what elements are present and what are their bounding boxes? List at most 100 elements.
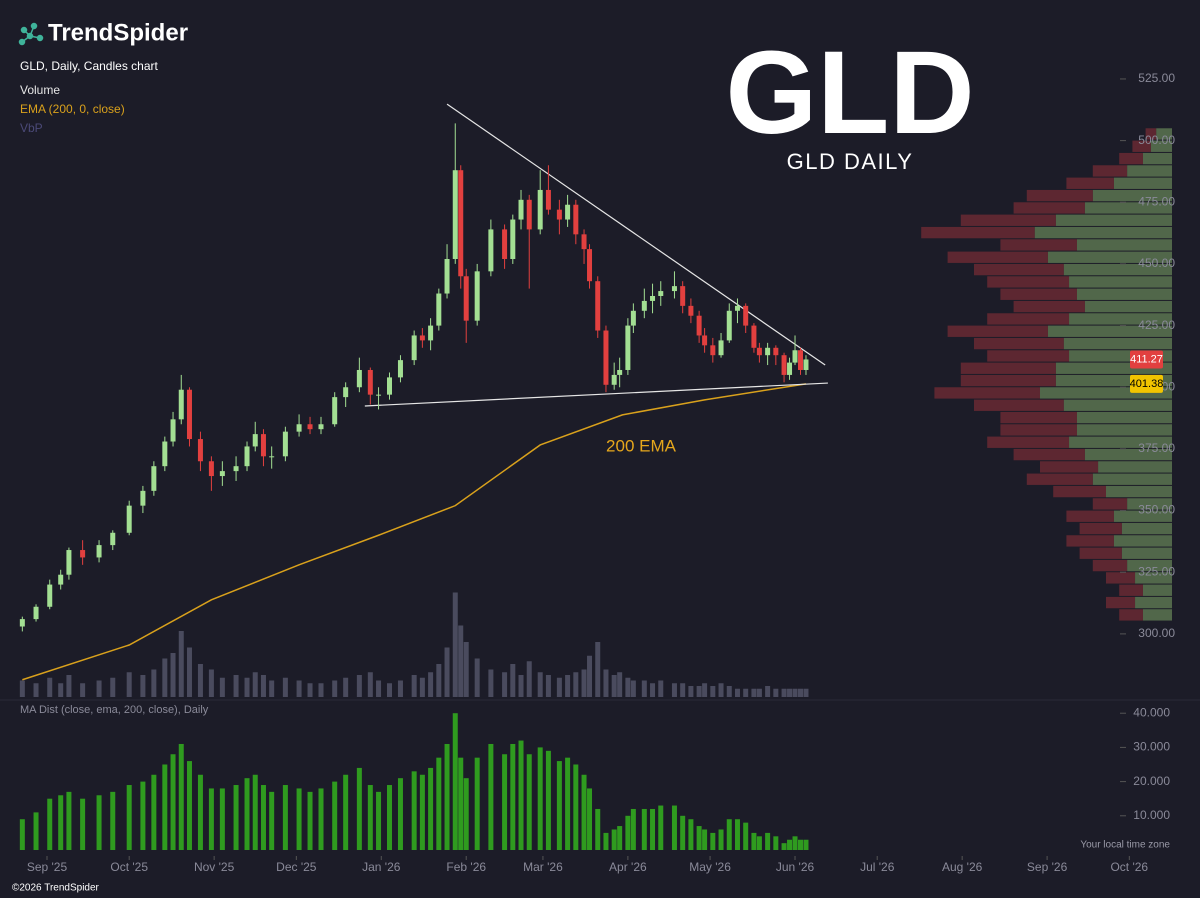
ma-dist-bar [787,839,793,850]
candle-body [47,584,53,607]
x-tick-label: Mar '26 [523,860,563,874]
volume-bar [170,653,176,697]
candle-body [444,258,450,294]
trendline [446,103,826,366]
vbp-down [1092,498,1128,510]
volume-bar [696,686,702,697]
ma-dist-bar [387,785,392,850]
candle-body [197,439,203,462]
candle-body [110,532,116,546]
volume-bar [688,686,694,697]
candle-body [798,350,803,370]
ma-dist-bar [765,832,771,850]
candle-body [617,369,623,375]
volume-bar [233,675,239,697]
vbp-down [1145,128,1157,140]
ma-dist-bar [19,819,25,850]
vbp-up [1113,177,1172,189]
volume-bar [428,672,434,697]
candle-body [765,347,771,356]
vbp-down [987,313,1070,325]
volume-bar [595,642,601,697]
volume-bar [798,688,803,697]
vbp-up [1076,424,1172,436]
candle-body [488,229,494,272]
x-tick-label: Oct '26 [1110,860,1148,874]
volume-bar [773,688,779,697]
candle-body [650,295,656,301]
vbp-down [1066,177,1114,189]
vbp-up [1084,202,1172,214]
ma-dist-bar [502,754,508,850]
vbp-up [1127,559,1172,572]
ma-dist-bar [603,832,609,850]
volume-bar [625,677,631,697]
y-tick-label: 375.00 [1138,441,1175,455]
ma-dist-bar [269,791,275,850]
ma-dist-bar [197,774,203,850]
x-tick-label: Nov '25 [194,860,235,874]
vbp-up [1076,239,1172,251]
candle-body [756,347,762,356]
ma-dist-bar [428,767,434,850]
ema-annotation: 200 EMA [606,436,677,455]
candle-body [603,330,609,385]
candle-body [787,362,793,375]
vbp-down [1053,485,1106,498]
volume-bar [474,658,480,697]
candle-body [419,335,425,341]
ma-dist-bar [710,832,716,850]
volume-bar [269,680,275,697]
vbp-down [1092,165,1128,177]
big-title: GLD [725,27,974,159]
y-tick-label: 30.000 [1133,740,1170,754]
ma-dist-bar [680,815,686,850]
volume-bar [397,680,403,697]
x-tick-label: Oct '25 [110,860,148,874]
vbp-up [1142,584,1172,596]
candle-body [463,276,469,321]
volume-bar [444,647,450,697]
volume-bar [140,675,146,697]
vbp-up [1156,128,1172,140]
x-tick-label: Jan '26 [362,860,401,874]
ma-dist-bar [526,754,532,850]
candle-body [510,219,516,259]
vbp-down [1000,424,1077,436]
ma-dist-bar [260,785,266,850]
candle-body [178,389,184,420]
ma-dist-bar [419,774,425,850]
x-tick-label: May '26 [689,860,731,874]
candle-body [545,189,551,210]
ma-dist-bar [307,791,313,850]
vbp-up [1142,152,1172,165]
volume-bar [545,675,551,697]
ma-dist-bar [650,808,656,850]
volume-bar [151,669,157,697]
volume-bar [718,683,724,697]
vbp-down [1079,522,1122,535]
volume-bar [603,669,609,697]
vbp-up [1084,300,1172,313]
volume-bar [376,680,382,697]
volume-bar [734,688,740,697]
volume-bar [710,686,716,697]
vbp-up [1098,461,1172,473]
candle-body [688,305,694,316]
y-tick-label: 300.00 [1138,626,1175,640]
candle-body [452,170,458,259]
volume-bar [244,677,250,697]
volume-bar [671,683,677,697]
x-tick-label: Jun '26 [776,860,815,874]
volume-bar [581,669,587,697]
vbp-down [1066,535,1114,547]
ma-dist-bar [463,778,469,850]
candle-body [581,234,587,250]
price-label-box [1130,350,1163,369]
volume-bar [587,655,593,697]
volume-bar [307,683,313,697]
ma-dist-bar [219,788,225,850]
candle-body [458,170,464,277]
vbp-down [947,251,1048,263]
volume-bar [743,688,749,697]
